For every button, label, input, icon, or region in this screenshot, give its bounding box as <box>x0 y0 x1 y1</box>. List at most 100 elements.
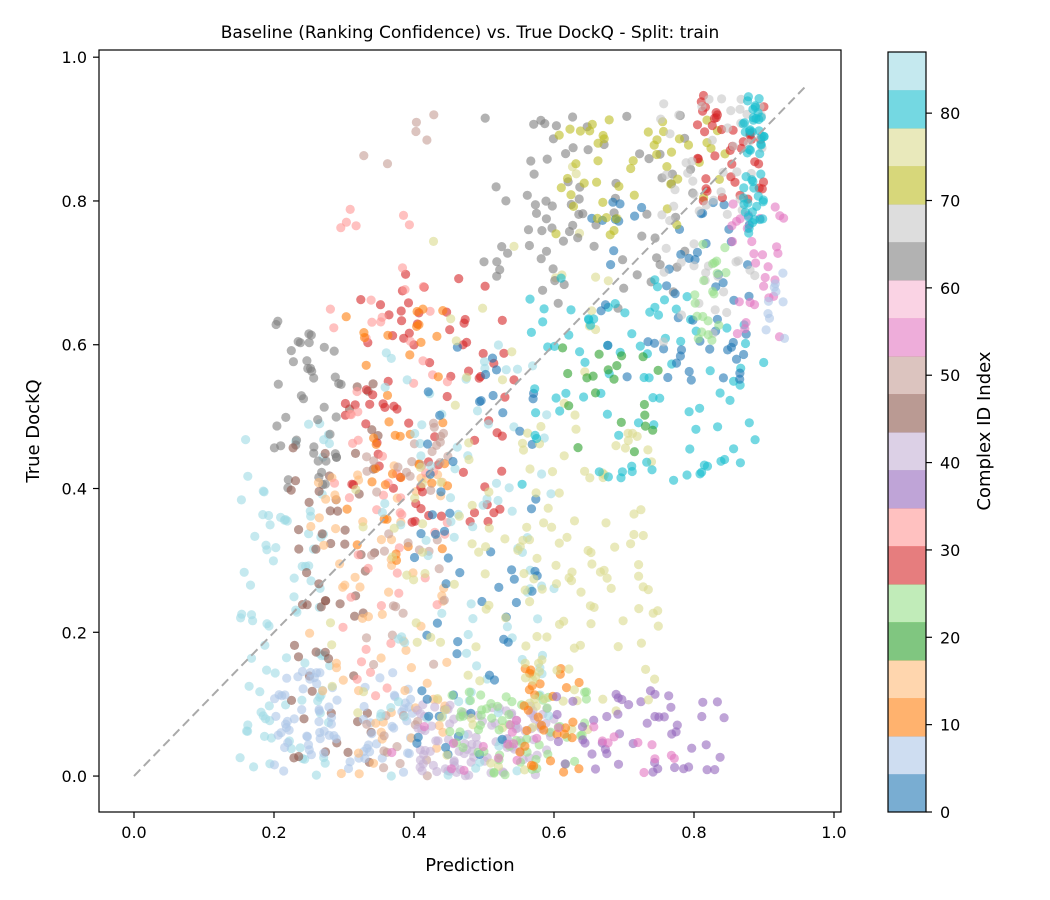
y-tick-label: 0.8 <box>62 192 87 211</box>
scatter-point <box>603 365 613 375</box>
scatter-point <box>745 125 755 135</box>
scatter-point <box>539 518 549 528</box>
scatter-point <box>329 478 340 488</box>
scatter-point <box>358 522 368 532</box>
scatter-point <box>722 209 732 219</box>
colorbar-segment <box>888 660 926 699</box>
scatter-point <box>633 737 643 748</box>
scatter-point <box>649 140 659 150</box>
scatter-point <box>486 758 496 768</box>
scatter-point <box>536 254 546 264</box>
scatter-point <box>412 637 422 647</box>
scatter-point <box>559 616 569 626</box>
scatter-point <box>509 241 519 251</box>
scatter-point <box>571 169 581 179</box>
scatter-point <box>764 313 775 323</box>
scatter-point <box>614 430 624 440</box>
scatter-point <box>528 394 538 404</box>
scatter-point <box>670 185 680 195</box>
x-tick-label: 0.8 <box>681 823 706 842</box>
scatter-point <box>418 519 428 529</box>
scatter-point <box>714 174 725 184</box>
scatter-point <box>436 511 446 521</box>
scatter-point <box>417 686 427 696</box>
scatter-point <box>616 417 626 427</box>
scatter-point <box>319 342 329 352</box>
scatter-point <box>416 529 426 539</box>
scatter-point <box>643 445 653 455</box>
scatter-point <box>307 366 317 376</box>
scatter-point <box>463 670 473 680</box>
scatter-point <box>574 764 584 774</box>
scatter-point <box>670 762 680 773</box>
scatter-point <box>554 130 564 140</box>
scatter-point <box>353 407 363 417</box>
scatter-point <box>409 552 420 563</box>
scatter-point <box>454 274 464 284</box>
scatter-point <box>687 743 697 753</box>
scatter-point <box>573 443 583 453</box>
scatter-point <box>629 190 639 200</box>
scatter-point <box>661 243 671 253</box>
scatter-point <box>395 508 405 518</box>
scatter-point <box>519 765 530 775</box>
scatter-point <box>368 379 378 389</box>
scatter-point <box>272 421 282 431</box>
scatter-point <box>512 755 522 765</box>
scatter-point <box>298 684 308 694</box>
y-tick-label: 0.0 <box>62 767 87 786</box>
scatter-points <box>235 90 790 781</box>
scatter-point <box>618 255 628 265</box>
scatter-point <box>431 529 441 539</box>
scatter-point <box>472 661 482 671</box>
scatter-point <box>639 399 650 410</box>
scatter-point <box>302 356 312 366</box>
scatter-point <box>587 559 597 569</box>
scatter-point <box>529 761 539 771</box>
scatter-point <box>531 488 541 498</box>
scatter-point <box>397 632 407 642</box>
scatter-point <box>487 713 497 723</box>
scatter-point <box>648 425 658 435</box>
scatter-point <box>537 584 547 594</box>
scatter-point <box>423 387 433 397</box>
scatter-point <box>610 299 620 309</box>
scatter-point <box>653 621 663 631</box>
scatter-point <box>619 283 629 293</box>
scatter-point <box>637 202 647 213</box>
colorbar-segment <box>888 584 926 623</box>
scatter-point <box>601 518 611 528</box>
scatter-point <box>481 704 492 714</box>
scatter-point <box>637 231 647 241</box>
scatter-point <box>529 119 539 129</box>
scatter-point <box>241 435 251 445</box>
scatter-point <box>521 641 531 651</box>
scatter-point <box>293 672 303 682</box>
scatter-point <box>613 642 623 652</box>
x-tick-label: 1.0 <box>821 823 846 842</box>
scatter-point <box>613 759 624 769</box>
scatter-point <box>543 503 553 513</box>
scatter-point <box>475 720 485 730</box>
scatter-point <box>419 722 429 732</box>
scatter-point <box>585 473 595 483</box>
scatter-point <box>749 249 759 259</box>
scatter-point <box>671 304 681 314</box>
scatter-point <box>627 466 637 477</box>
scatter-point <box>441 579 451 589</box>
scatter-point <box>541 196 551 206</box>
scatter-point <box>542 154 552 164</box>
scatter-point <box>628 156 638 166</box>
scatter-point <box>671 358 682 368</box>
scatter-point <box>778 268 788 278</box>
scatter-point <box>715 388 725 398</box>
chart-title: Baseline (Ranking Confidence) vs. True D… <box>221 23 720 43</box>
scatter-point <box>554 538 564 548</box>
scatter-point <box>235 753 245 763</box>
scatter-point <box>384 587 394 597</box>
scatter-point <box>369 659 379 670</box>
scatter-point <box>492 701 503 712</box>
scatter-point <box>712 697 723 707</box>
scatter-point <box>435 637 446 647</box>
scatter-point <box>524 535 535 545</box>
